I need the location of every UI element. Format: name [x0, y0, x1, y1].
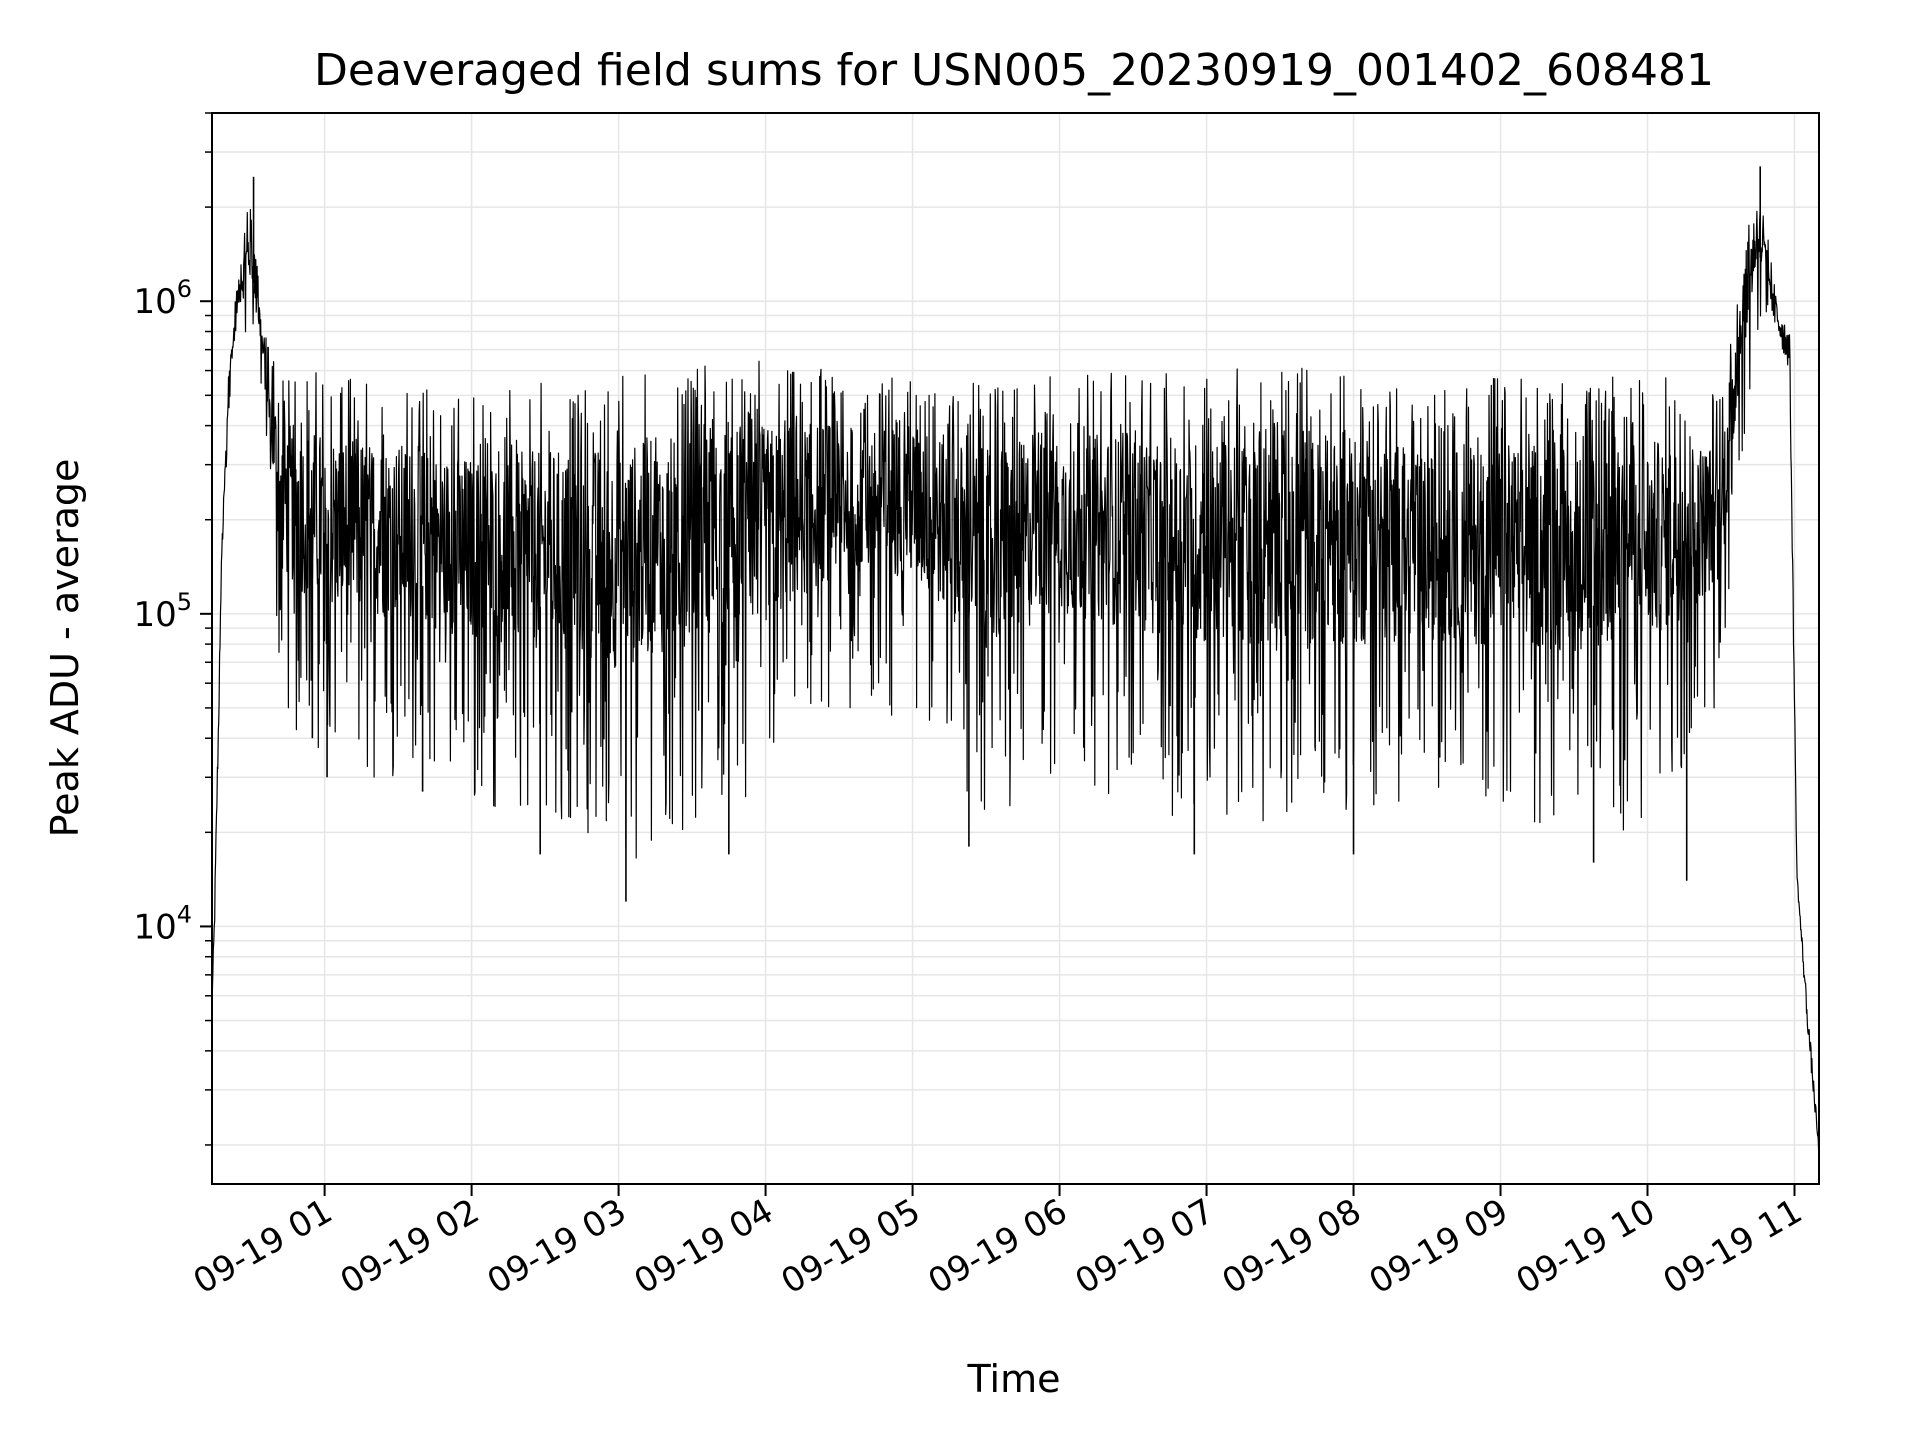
- x-tick-label: 09-19 05: [775, 1191, 927, 1302]
- x-tick-label: 09-19 03: [481, 1191, 633, 1302]
- x-tick-label: 09-19 04: [628, 1191, 780, 1302]
- data-series: [211, 166, 1820, 1152]
- x-tick-label: 09-19 01: [187, 1191, 339, 1302]
- y-tick-label: 104: [133, 900, 192, 947]
- series-line: [211, 208, 1820, 1152]
- chart-title: Deaveraged field sums for USN005_2023091…: [314, 45, 1714, 96]
- x-tick-label: 09-19 06: [922, 1191, 1074, 1302]
- y-tick-label: 106: [133, 275, 192, 322]
- x-tick-label: 09-19 10: [1510, 1191, 1662, 1302]
- x-tick-label: 09-19 07: [1069, 1191, 1221, 1302]
- x-tick-label: 09-19 09: [1363, 1191, 1515, 1302]
- x-axis-label: Time: [967, 1357, 1061, 1401]
- x-tick-label: 09-19 08: [1216, 1191, 1368, 1302]
- x-tick-label: 09-19 02: [334, 1191, 486, 1302]
- y-tick-label: 105: [133, 588, 192, 635]
- y-axis: 104 105 106: [133, 112, 212, 1146]
- y-axis-label: Peak ADU - average: [43, 459, 87, 838]
- plot-frame: [211, 112, 1820, 1185]
- x-tick-label: 09-19 11: [1657, 1191, 1809, 1302]
